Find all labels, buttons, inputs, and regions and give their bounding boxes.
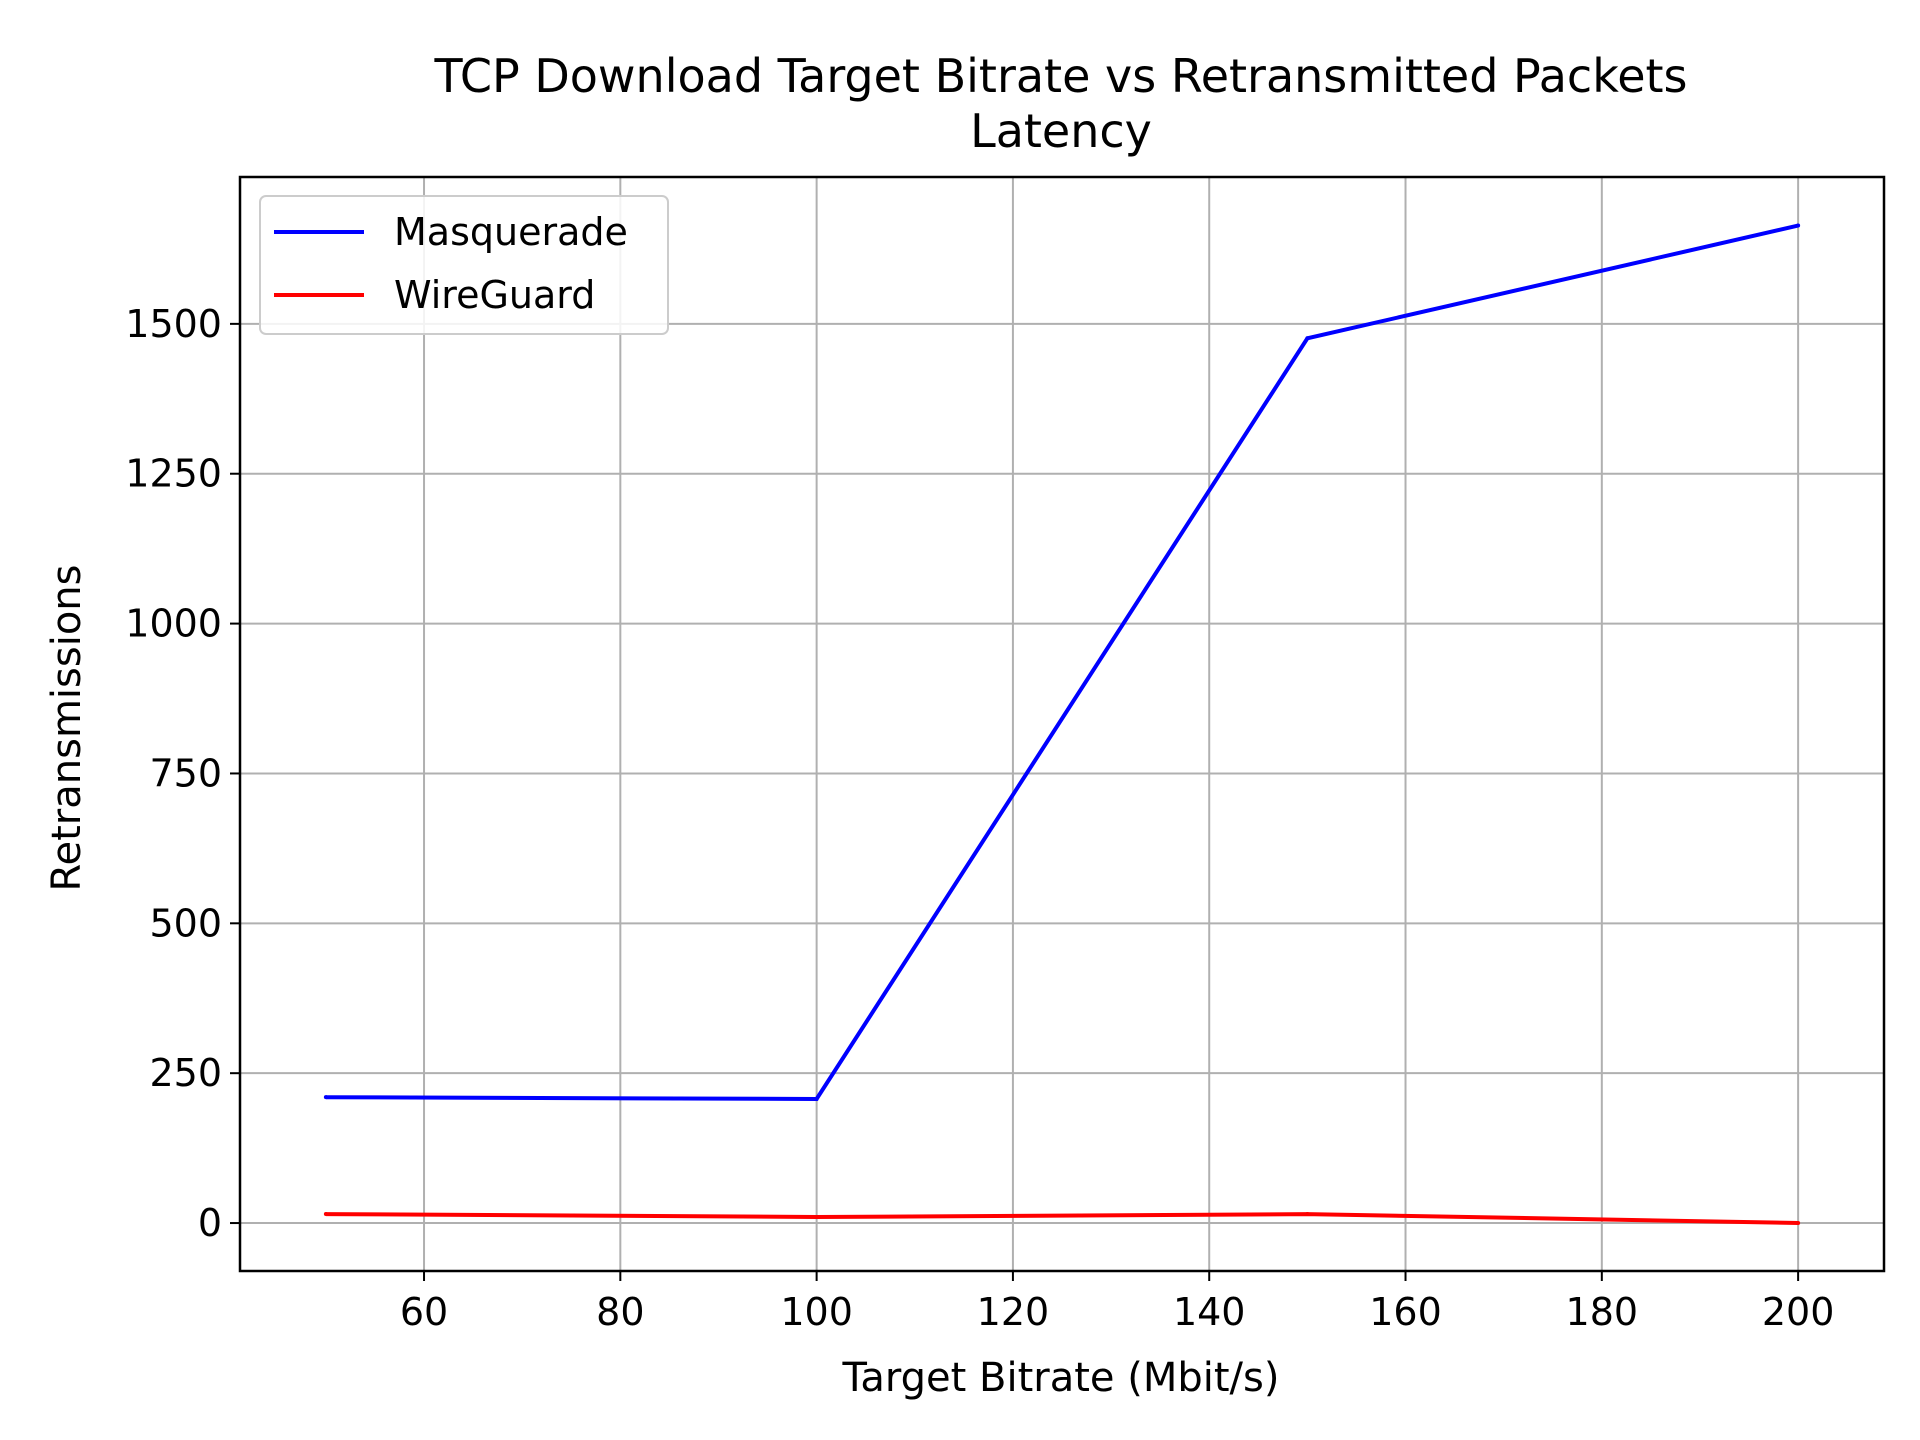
x-axis-label: Target Bitrate (Mbit/s): [842, 1355, 1280, 1401]
x-tick-label: 140: [1173, 1290, 1246, 1334]
data-point-wireguard: [1305, 1212, 1310, 1217]
y-tick-label: 1500: [125, 302, 222, 346]
x-tick-label: 60: [400, 1290, 448, 1334]
y-tick-label: 750: [149, 751, 222, 795]
data-point-masquerade: [814, 1096, 819, 1101]
x-tick-label: 180: [1566, 1290, 1639, 1334]
x-tick-label: 200: [1762, 1290, 1835, 1334]
y-tick-label: 500: [149, 901, 222, 945]
y-tick-label: 0: [198, 1201, 222, 1245]
x-tick-label: 80: [596, 1290, 644, 1334]
data-point-masquerade: [1796, 223, 1801, 228]
legend: Masquerade WireGuard: [259, 195, 669, 335]
data-point-masquerade: [323, 1095, 328, 1100]
series-lines: [323, 223, 1801, 1226]
y-tick-label: 250: [149, 1051, 222, 1095]
series-line-masquerade: [325, 223, 1799, 1102]
y-axis-label: Retransmissions: [44, 565, 90, 892]
y-tick-label: 1250: [125, 452, 222, 496]
plot-frame: [238, 175, 1886, 1273]
x-tick-label: 120: [977, 1290, 1050, 1334]
x-tick-label: 160: [1369, 1290, 1442, 1334]
series-line-wireguard: [325, 1212, 1799, 1225]
legend-label-masquerade: Masquerade: [394, 210, 628, 254]
chart-title: TCP Download Target Bitrate vs Retransmi…: [433, 49, 1687, 103]
data-point-wireguard: [814, 1215, 819, 1220]
data-point-wireguard: [1796, 1221, 1801, 1226]
y-tick-label: 1000: [125, 602, 222, 646]
data-point-masquerade: [1305, 336, 1310, 341]
chart-subtitle: Latency: [970, 104, 1152, 158]
axes: [230, 175, 1886, 1281]
grid: [240, 177, 1884, 1271]
legend-label-wireguard: WireGuard: [394, 273, 595, 317]
x-tick-label: 100: [780, 1290, 853, 1334]
data-point-wireguard: [323, 1212, 328, 1217]
tick-labels: 60 80 100 120 140 160 180 200 0 250 500 750 1000 1250…: [125, 302, 1834, 1334]
